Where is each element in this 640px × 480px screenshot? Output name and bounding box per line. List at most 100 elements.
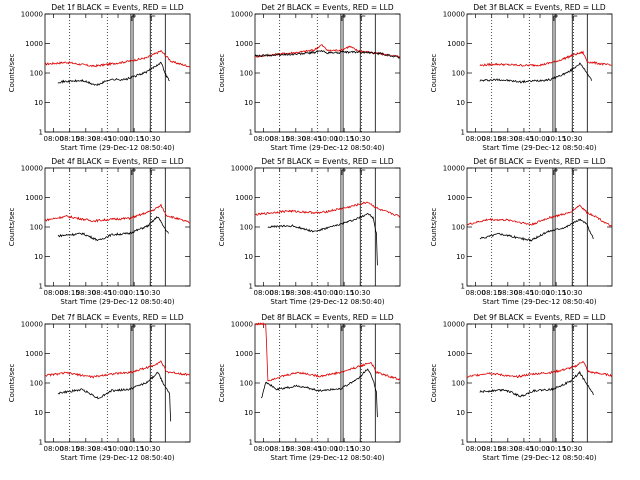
x-tick-label: 10:30 — [140, 445, 160, 453]
x-tick-label: 08:00 — [465, 445, 485, 453]
lld-series-line — [254, 44, 401, 59]
x-tick-label: 10:15 — [334, 289, 354, 297]
x-axis-label: Start Time (29-Dec-12 08:50:40) — [482, 144, 596, 152]
y-tick-label: 10000 — [443, 321, 465, 329]
y-axis-label: Counts/sec — [8, 54, 16, 93]
x-tick-label: 08:45 — [92, 289, 112, 297]
y-tick-label: 10000 — [443, 11, 465, 19]
marker-flag — [341, 169, 346, 175]
x-tick-label: 08:30 — [498, 135, 518, 143]
x-tick-label: 08:45 — [514, 135, 534, 143]
panel-det-8f: Det 8f BLACK = Events, RED = LLD 1 10 100 10… — [218, 313, 401, 462]
y-tick-label: 10 — [244, 409, 253, 417]
plot-frame — [44, 13, 191, 133]
panel-det-6f: Det 6f BLACK = Events, RED = LLD 1 10 100 10… — [430, 157, 613, 306]
panel-title: Det 9f BLACK = Events, RED = LLD — [473, 313, 606, 322]
panel-det-3f: Det 3f BLACK = Events, RED = LLD 1 10 100 10… — [430, 3, 613, 152]
x-axis-label: Start Time (29-Dec-12 08:50:40) — [60, 298, 174, 306]
x-tick-label: 08:15 — [482, 135, 502, 143]
x-tick-label: 10:00 — [530, 135, 550, 143]
x-tick-label: 08:15 — [482, 289, 502, 297]
lld-series-line — [254, 201, 401, 218]
marker-flag — [360, 15, 366, 21]
y-tick-label: 1 — [461, 129, 465, 137]
x-tick-label: 08:00 — [465, 135, 485, 143]
y-tick-label: 1000 — [447, 350, 465, 358]
y-tick-label: 1 — [249, 129, 253, 137]
y-tick-label: 100 — [452, 224, 465, 232]
y-axis-label: Counts/sec — [430, 364, 438, 403]
y-tick-label: 10000 — [21, 321, 43, 329]
y-tick-label: 1000 — [235, 40, 253, 48]
x-axis-label: Start Time (29-Dec-12 08:50:40) — [270, 454, 384, 462]
marker-flag — [131, 169, 136, 175]
y-tick-label: 100 — [30, 70, 43, 78]
panel-title: Det 7f BLACK = Events, RED = LLD — [51, 313, 184, 322]
x-tick-label: 08:00 — [43, 289, 63, 297]
y-tick-label: 10 — [456, 253, 465, 261]
panel-title: Det 2f BLACK = Events, RED = LLD — [261, 3, 394, 12]
x-tick-label: 10:30 — [140, 289, 160, 297]
y-tick-label: 10 — [34, 99, 43, 107]
x-tick-label: 08:15 — [482, 445, 502, 453]
marker-flag — [131, 325, 136, 331]
x-tick-label: 08:00 — [43, 135, 63, 143]
x-tick-label: 10:30 — [140, 135, 160, 143]
panel-title: Det 6f BLACK = Events, RED = LLD — [473, 157, 606, 166]
y-tick-label: 1 — [39, 439, 43, 447]
plot-frame — [44, 167, 191, 287]
y-tick-label: 100 — [240, 380, 253, 388]
x-tick-label: 08:45 — [92, 445, 112, 453]
x-tick-label: 08:45 — [92, 135, 112, 143]
y-tick-label: 100 — [30, 224, 43, 232]
y-tick-label: 1 — [39, 283, 43, 291]
x-tick-label: 08:00 — [253, 289, 273, 297]
y-tick-label: 1000 — [25, 350, 43, 358]
events-series-line — [479, 62, 592, 84]
marker-flag — [572, 325, 578, 331]
x-tick-label: 08:45 — [514, 289, 534, 297]
x-axis-label: Start Time (29-Dec-12 08:50:40) — [270, 298, 384, 306]
x-tick-label: 08:30 — [76, 445, 96, 453]
y-axis-label: Counts/sec — [218, 54, 226, 93]
y-tick-label: 100 — [240, 70, 253, 78]
y-tick-label: 10000 — [443, 165, 465, 173]
events-series-line — [254, 49, 401, 59]
marker-flag — [553, 15, 558, 21]
plot-frame — [254, 323, 401, 443]
x-tick-label: 10:15 — [334, 135, 354, 143]
x-tick-label: 10:30 — [562, 445, 582, 453]
x-tick-label: 10:00 — [530, 289, 550, 297]
marker-flag — [553, 169, 558, 175]
x-tick-label: 08:45 — [302, 135, 322, 143]
x-axis-label: Start Time (29-Dec-12 08:50:40) — [60, 454, 174, 462]
x-tick-label: 08:15 — [60, 445, 80, 453]
panel-det-5f: Det 5f BLACK = Events, RED = LLD 1 10 100 10… — [218, 157, 401, 306]
marker-flag — [360, 325, 366, 331]
panel-title: Det 1f BLACK = Events, RED = LLD — [51, 3, 184, 12]
y-tick-label: 10 — [244, 99, 253, 107]
plot-frame — [466, 167, 613, 287]
x-axis-label: Start Time (29-Dec-12 08:50:40) — [270, 144, 384, 152]
x-tick-label: 10:00 — [318, 289, 338, 297]
marker-flag — [341, 325, 346, 331]
marker-flag — [572, 15, 578, 21]
y-tick-label: 10 — [456, 99, 465, 107]
panel-det-1f: Det 1f BLACK = Events, RED = LLD 1 10 100 10… — [8, 3, 191, 152]
x-tick-label: 08:30 — [286, 135, 306, 143]
x-tick-label: 10:30 — [350, 289, 370, 297]
events-series-line — [261, 368, 378, 418]
y-tick-label: 10000 — [231, 165, 253, 173]
y-tick-label: 1 — [39, 129, 43, 137]
x-tick-label: 08:00 — [253, 445, 273, 453]
lld-series-line — [479, 50, 613, 67]
marker-flag — [150, 169, 156, 175]
events-series-line — [267, 213, 378, 266]
panel-det-9f: Det 9f BLACK = Events, RED = LLD 1 10 100 10… — [430, 313, 613, 462]
x-tick-label: 10:15 — [124, 289, 144, 297]
lld-series-line — [44, 360, 191, 379]
y-axis-label: Counts/sec — [218, 208, 226, 247]
panel-title: Det 5f BLACK = Events, RED = LLD — [261, 157, 394, 166]
marker-flag — [150, 15, 156, 21]
